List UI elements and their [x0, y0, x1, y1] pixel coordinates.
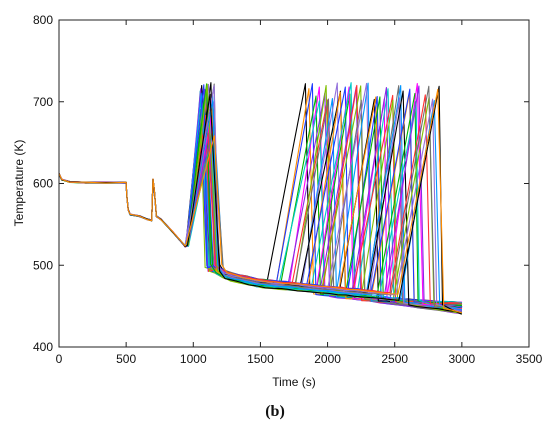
plot-area: 0 500 1000 1500 2000 2500 3000 3500 400 500 600 70… — [33, 13, 543, 366]
x-tick-label: 500 — [116, 352, 136, 366]
x-tick-label: 1000 — [180, 352, 207, 366]
x-tick-label: 1500 — [247, 352, 274, 366]
x-tick-label: 2500 — [381, 352, 408, 366]
x-tick-label: 3500 — [516, 352, 543, 366]
x-tick-label: 2000 — [314, 352, 341, 366]
x-tick-label: 3000 — [449, 352, 476, 366]
panel-caption: (b) — [265, 403, 285, 420]
y-axis-ticks: 400 500 600 700 800 — [33, 13, 529, 354]
y-tick-label: 700 — [33, 95, 53, 109]
y-tick-label: 400 — [33, 340, 53, 354]
series-curves — [58, 82, 463, 315]
x-tick-label: 0 — [56, 352, 63, 366]
y-tick-label: 600 — [33, 177, 53, 191]
x-axis-title: Time (s) — [272, 375, 316, 389]
y-tick-label: 500 — [33, 258, 53, 272]
y-tick-label: 800 — [33, 13, 53, 27]
x-axis-ticks: 0 500 1000 1500 2000 2500 3000 3500 — [56, 20, 543, 366]
y-axis-title: Temperature (K) — [12, 140, 26, 227]
series-line — [58, 88, 463, 314]
